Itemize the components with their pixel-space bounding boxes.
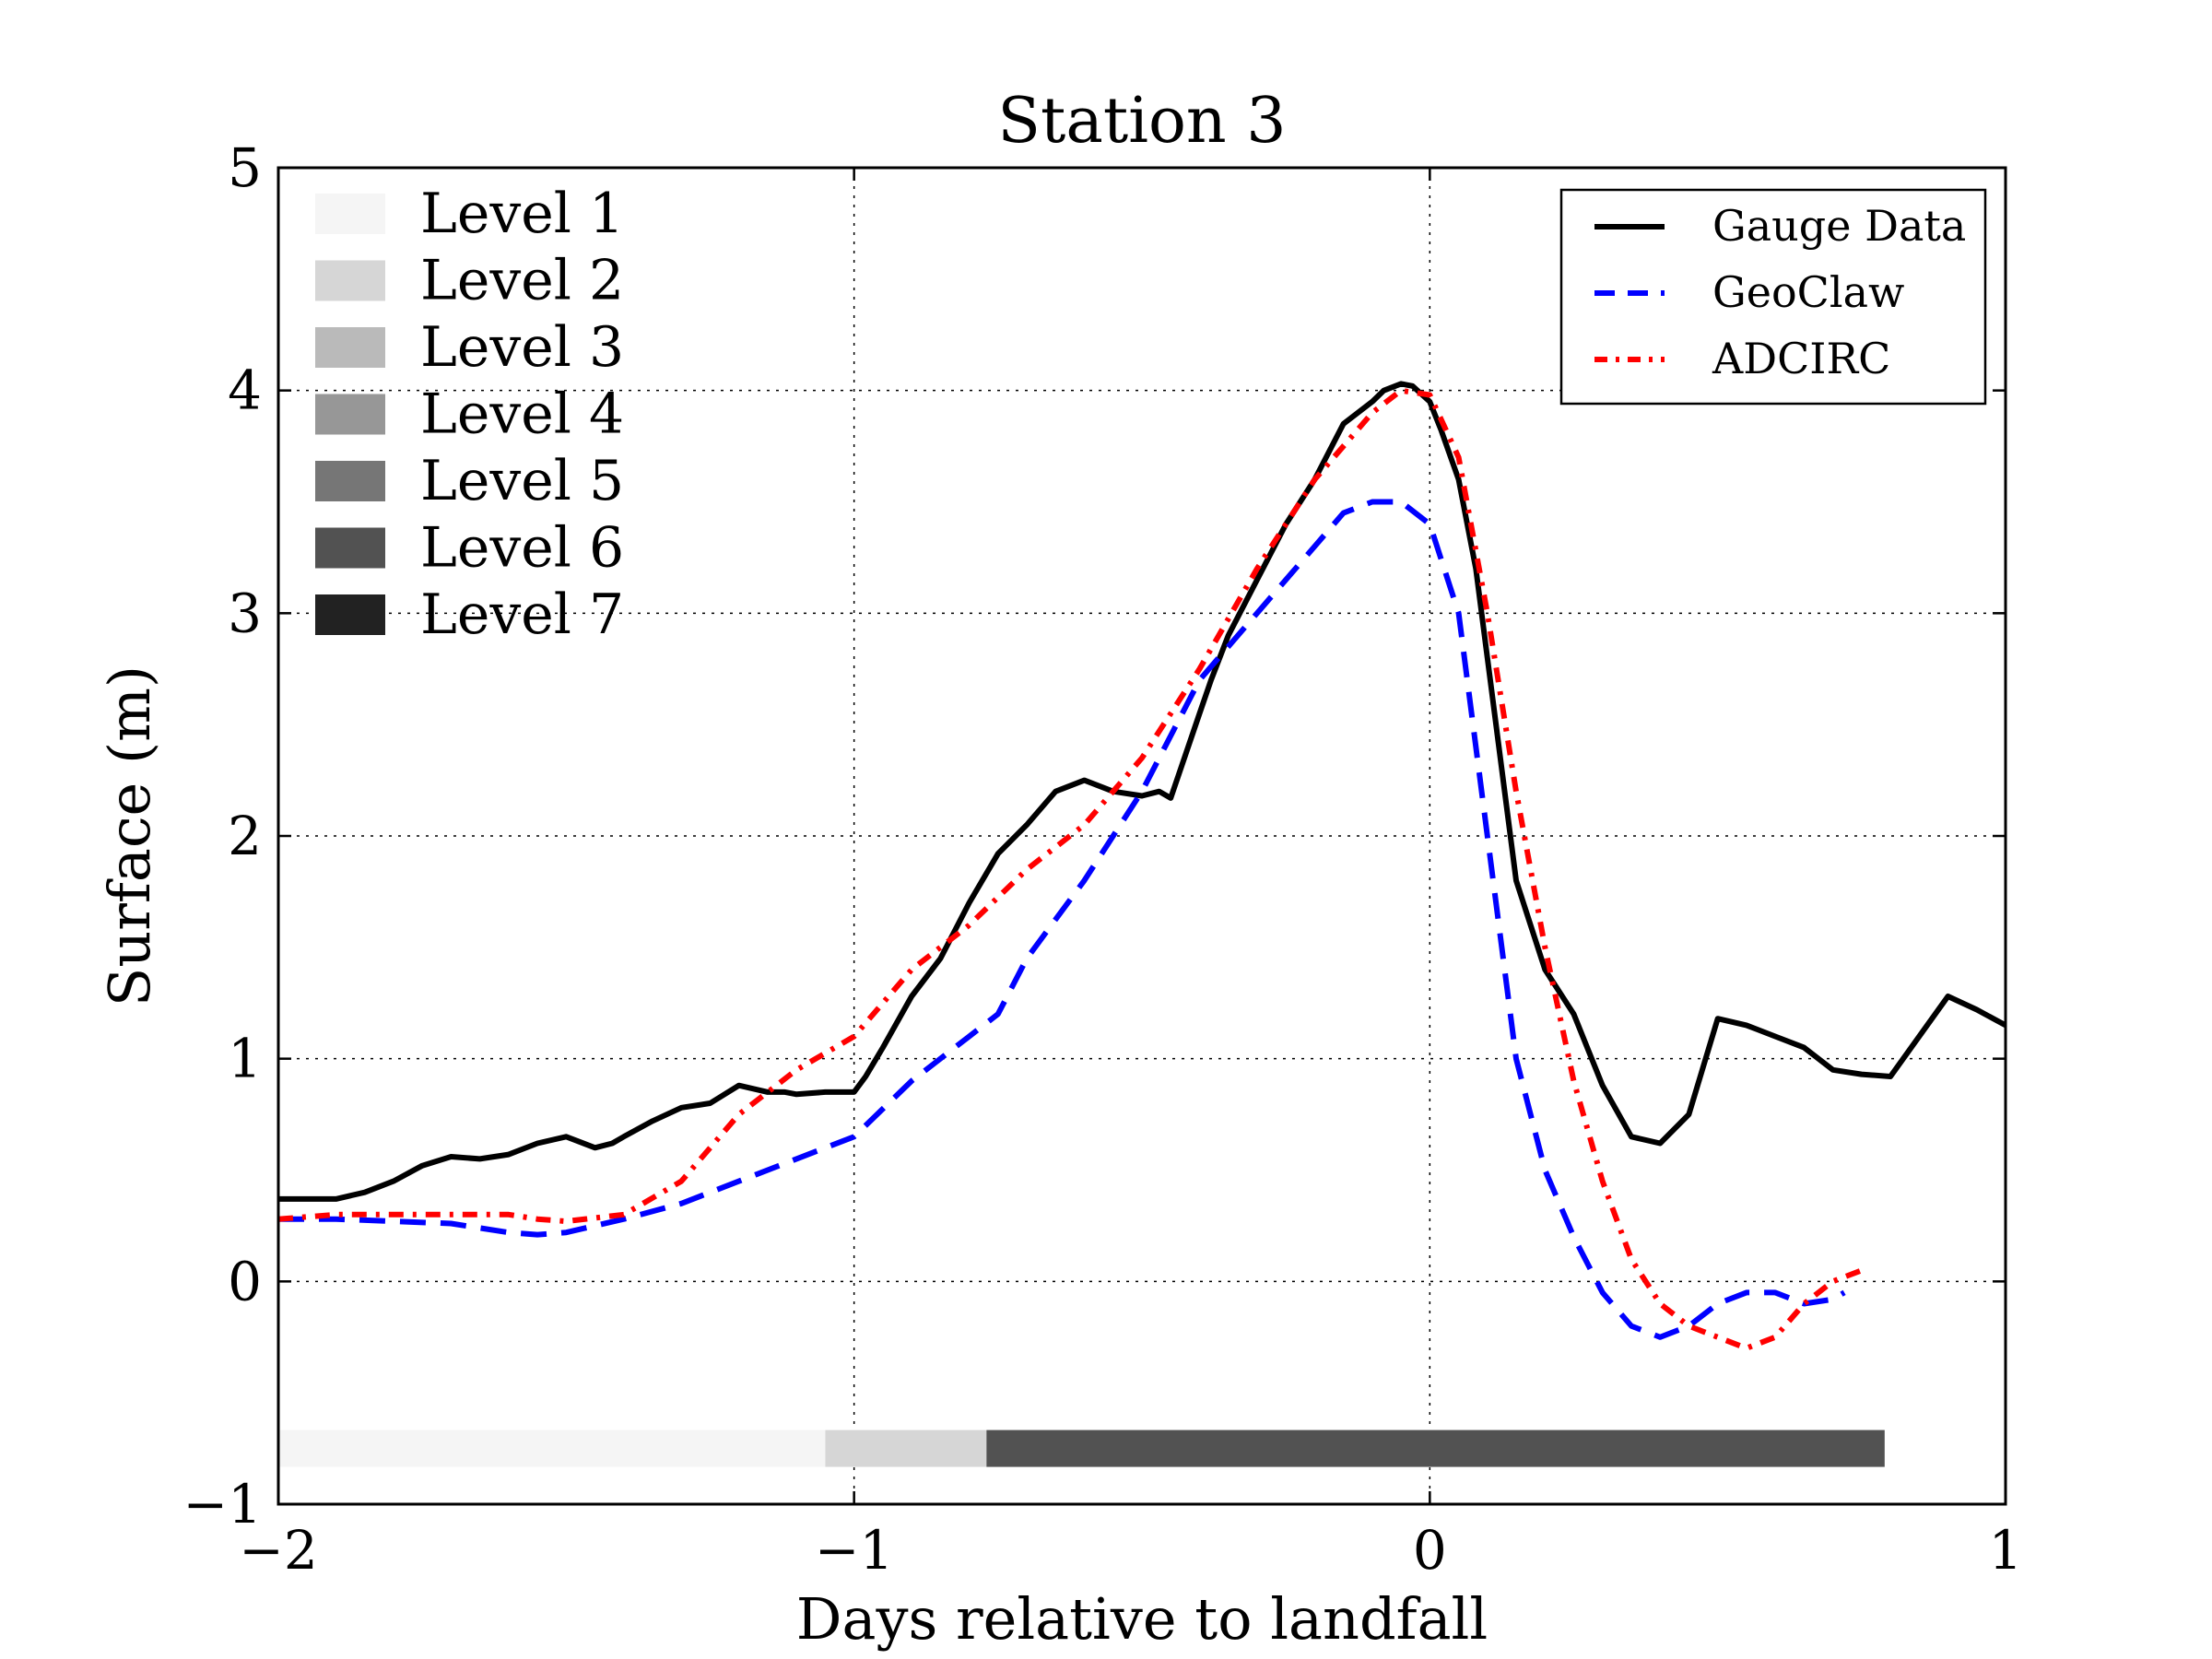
series-legend-label: Gauge Data — [1712, 201, 1966, 251]
y-tick-label: 2 — [228, 805, 262, 867]
level-bar-segment — [825, 1430, 987, 1467]
x-tick-label: −2 — [239, 1519, 318, 1582]
y-tick-label: 4 — [228, 359, 262, 422]
y-tick-label: 1 — [228, 1028, 262, 1090]
series-legend-label: GeoClaw — [1712, 267, 1904, 317]
series-line — [278, 381, 2007, 1202]
level-bar-segment — [986, 1430, 1885, 1467]
chart-title: Station 3 — [997, 85, 1286, 158]
x-tick-label: 0 — [1413, 1519, 1447, 1582]
y-axis-label: Surface (m) — [96, 665, 163, 1006]
level-swatch — [315, 394, 385, 435]
level-label: Level 5 — [420, 449, 624, 513]
level-swatch — [315, 461, 385, 501]
level-swatch — [315, 327, 385, 368]
y-tick-label: 0 — [228, 1250, 262, 1312]
x-tick-label: −1 — [815, 1519, 894, 1582]
y-tick-label: −1 — [183, 1473, 263, 1535]
level-swatch — [315, 260, 385, 301]
level-swatch — [315, 594, 385, 635]
series-lines — [277, 381, 2007, 1351]
x-axis-label: Days relative to landfall — [796, 1585, 1488, 1653]
level-bar-segment — [278, 1430, 826, 1467]
series-line — [278, 499, 1846, 1340]
level-label: Level 6 — [420, 516, 624, 581]
refinement-level-bar — [278, 1430, 1885, 1467]
level-label: Level 4 — [420, 382, 624, 447]
series-line — [277, 387, 1863, 1351]
grid — [278, 168, 2006, 1504]
series-legend-label: ADCIRC — [1712, 334, 1890, 383]
level-label: Level 2 — [420, 249, 624, 313]
level-swatch — [315, 194, 385, 234]
series-legend: Gauge Data GeoClaw ADCIRC — [1559, 188, 1987, 406]
level-label: Level 7 — [420, 582, 624, 647]
level-swatch — [315, 527, 385, 569]
y-tick-label: 5 — [228, 136, 262, 199]
level-label: Level 1 — [420, 182, 624, 246]
level-label: Level 3 — [420, 315, 624, 380]
x-tick-label: 1 — [1989, 1519, 2023, 1582]
y-tick-label: 3 — [228, 582, 262, 644]
